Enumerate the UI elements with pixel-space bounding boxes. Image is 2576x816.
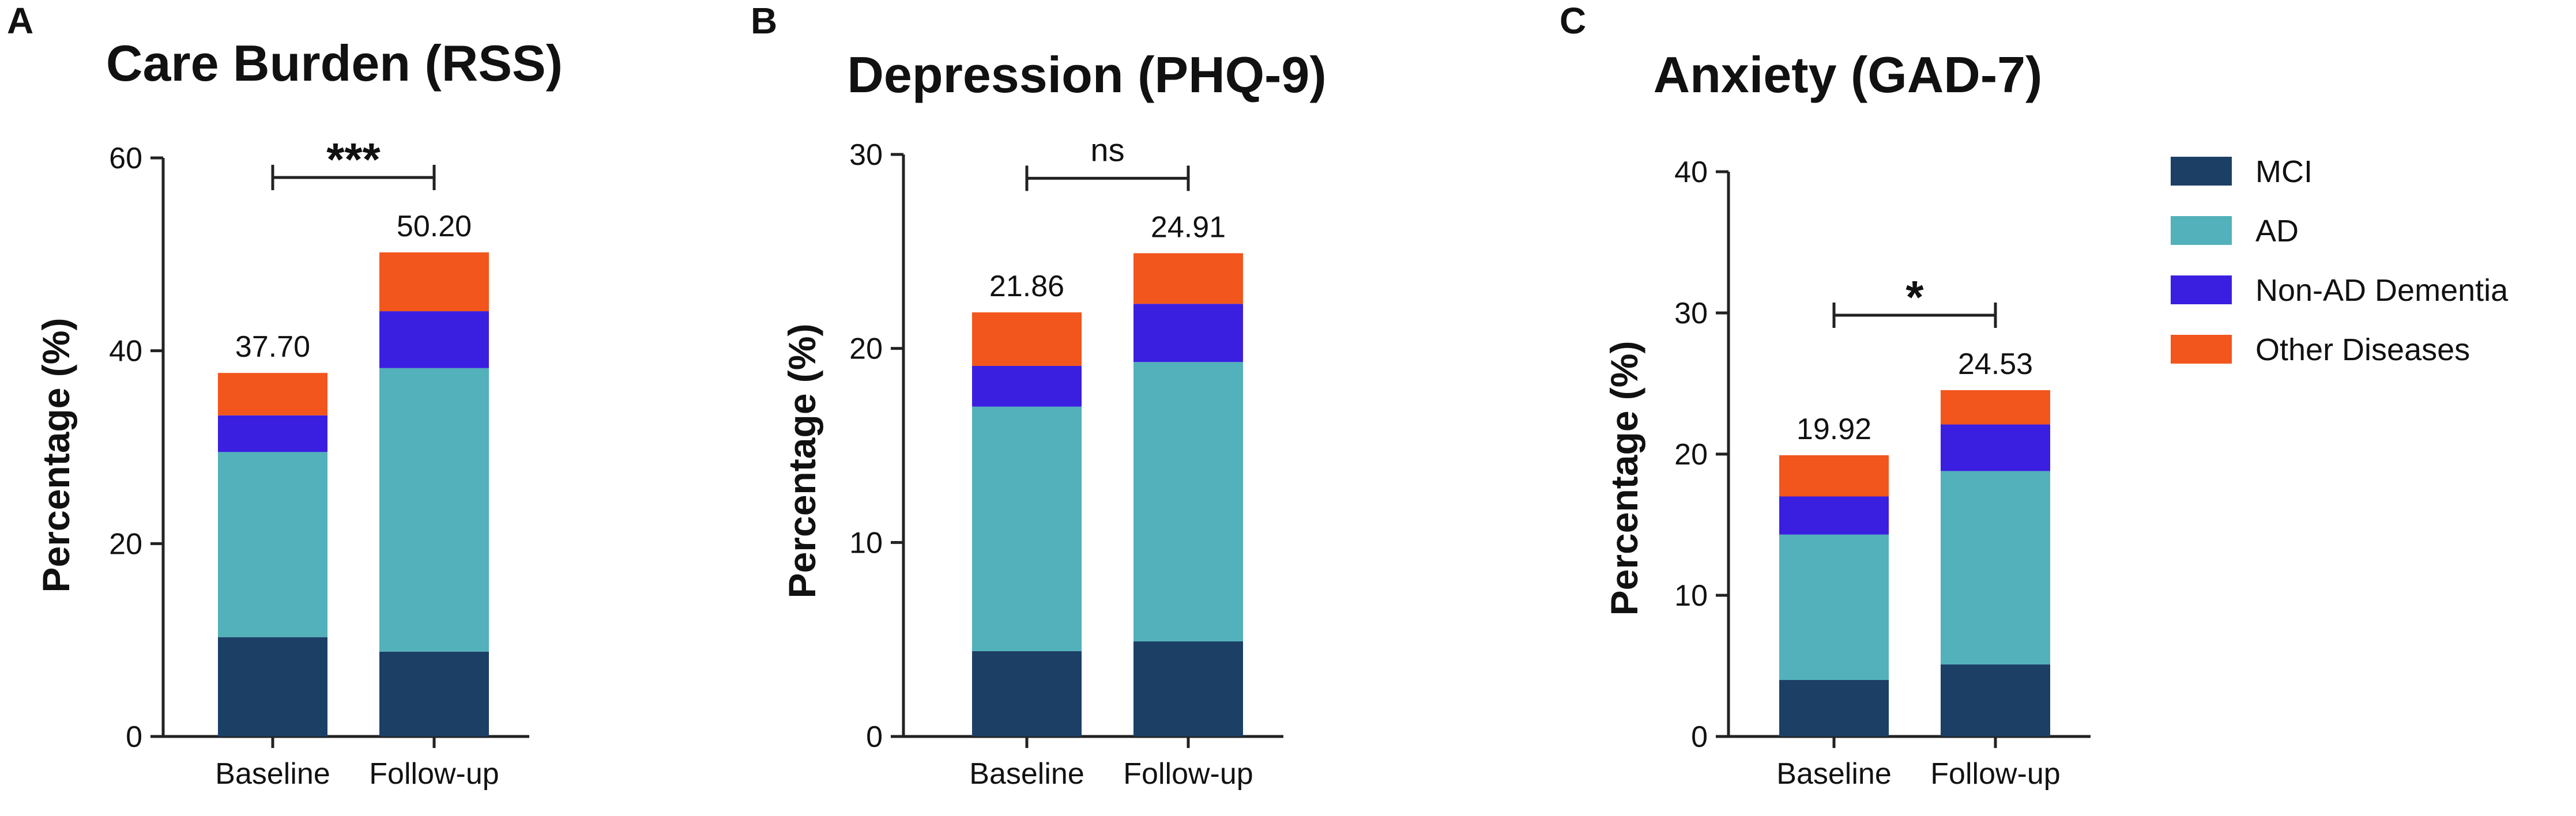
panel-letter: B <box>751 0 777 41</box>
plot-area: 0 10 20 30 40 19.92 Baseline 24.53 Follow-up * <box>1674 156 2091 791</box>
y-tick-label: 20 <box>849 333 883 366</box>
legend-label: MCI <box>2255 154 2313 189</box>
plot-area: 0 20 40 60 37.70 Baseline 50.20 Follow-up *** <box>109 134 529 791</box>
legend: MCI AD Non-AD Dementia Other Diseases <box>2171 154 2509 367</box>
panel-b: B Depression (PHQ-9) Percentage (%) 0 10 2… <box>751 0 1327 791</box>
x-tick-label: Follow-up <box>1930 757 2060 791</box>
chart-title: Anxiety (GAD-7) <box>1654 46 2043 103</box>
y-tick-label: 10 <box>1674 579 1708 613</box>
bar-segment-ad <box>1779 534 1889 680</box>
y-axis-label: Percentage (%) <box>781 324 823 599</box>
bar-segment-non-ad-dementia <box>1779 496 1889 535</box>
bar-segment-non-ad-dementia <box>218 415 327 452</box>
panel-letter: A <box>7 0 33 41</box>
legend-swatch <box>2171 216 2232 245</box>
total-label: 37.70 <box>235 330 310 364</box>
plot-area: 0 10 20 30 21.86 Baseline 24.91 Follow-up ns <box>849 131 1283 791</box>
bar-segment-non-ad-dementia <box>379 311 489 368</box>
bar-segment-mci <box>972 651 1082 736</box>
panel-a: A Care Burden (RSS) Percentage (%) 0 20 40… <box>7 0 563 791</box>
bar-segment-non-ad-dementia <box>972 365 1082 407</box>
bar-segment-mci <box>218 637 327 736</box>
legend-label: AD <box>2255 214 2299 248</box>
panel-c: C Anxiety (GAD-7) Percentage (%) 0 10 20 30… <box>1560 0 2091 791</box>
bar-segment-ad <box>218 452 327 637</box>
legend-swatch <box>2171 275 2232 304</box>
bar-segment-non-ad-dementia <box>1941 424 2050 471</box>
chart-title: Depression (PHQ-9) <box>847 46 1326 103</box>
bar-segment-ad <box>1941 471 2050 665</box>
y-axis-label: Percentage (%) <box>35 318 77 593</box>
significance-label: *** <box>326 134 381 185</box>
significance-label: ns <box>1090 131 1124 168</box>
bar-segment-ad <box>972 406 1082 651</box>
bar-segment-other-diseases <box>1941 390 2050 425</box>
y-tick-label: 10 <box>849 526 883 560</box>
total-label: 50.20 <box>397 210 472 243</box>
y-tick-label: 20 <box>109 527 142 561</box>
bar-segment-ad <box>1133 362 1243 642</box>
legend-label: Non-AD Dementia <box>2255 273 2509 308</box>
bar-segment-other-diseases <box>379 252 489 312</box>
total-label: 21.86 <box>989 270 1064 303</box>
legend-swatch <box>2171 335 2232 364</box>
y-tick-label: 40 <box>109 335 142 368</box>
x-tick-label: Baseline <box>215 757 330 791</box>
panel-letter: C <box>1560 0 1586 41</box>
total-label: 19.92 <box>1797 413 1871 446</box>
y-tick-label: 30 <box>1674 297 1708 330</box>
y-tick-label: 30 <box>849 138 883 172</box>
y-tick-label: 60 <box>109 142 142 175</box>
bar-segment-mci <box>1941 664 2050 736</box>
y-tick-label: 0 <box>866 720 883 754</box>
y-tick-label: 20 <box>1674 438 1708 471</box>
x-tick-label: Follow-up <box>369 757 499 791</box>
chart-title: Care Burden (RSS) <box>106 35 563 92</box>
x-tick-label: Baseline <box>1776 757 1891 791</box>
significance-label: * <box>1905 271 1924 323</box>
y-tick-label: 0 <box>1691 720 1708 754</box>
y-axis-label: Percentage (%) <box>1603 341 1645 616</box>
x-tick-label: Follow-up <box>1123 757 1253 791</box>
bar-segment-other-diseases <box>972 312 1082 366</box>
legend-label: Other Diseases <box>2255 333 2470 367</box>
bar-segment-other-diseases <box>1133 253 1243 304</box>
total-label: 24.91 <box>1151 210 1226 244</box>
bar-segment-ad <box>379 368 489 652</box>
bar-segment-mci <box>379 651 489 736</box>
y-tick-label: 0 <box>126 720 142 754</box>
bar-segment-other-diseases <box>218 373 327 415</box>
total-label: 24.53 <box>1958 347 2033 381</box>
bar-segment-non-ad-dementia <box>1133 304 1243 362</box>
x-tick-label: Baseline <box>969 757 1084 791</box>
bar-segment-mci <box>1133 641 1243 736</box>
bar-segment-other-diseases <box>1779 455 1889 497</box>
y-tick-label: 40 <box>1674 156 1708 189</box>
legend-swatch <box>2171 157 2232 186</box>
bar-segment-mci <box>1779 680 1889 736</box>
